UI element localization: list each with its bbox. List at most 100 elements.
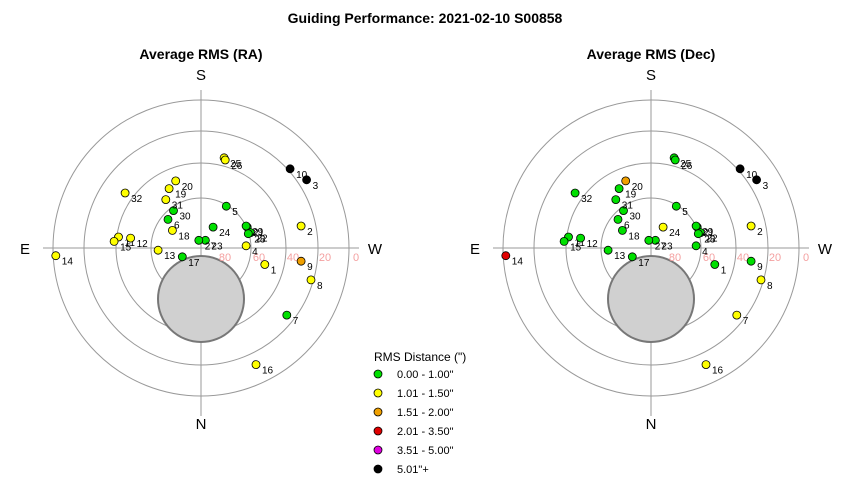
legend: RMS Distance (") 0.00 - 1.00" 1.01 - 1.50"… [373, 350, 466, 476]
target-label: 7 [743, 316, 749, 327]
target-point [194, 235, 204, 245]
target-label: 4 [252, 247, 258, 258]
target-label: 22 [257, 234, 269, 245]
target-point [109, 236, 119, 246]
target-label: 19 [625, 190, 637, 201]
target-label: 19 [175, 190, 187, 201]
target-point [693, 229, 703, 239]
altitude-tick-label: 80 [219, 252, 231, 264]
legend-marker [373, 426, 383, 436]
target-point [208, 222, 218, 232]
target-label: 9 [757, 262, 763, 273]
target-point [710, 260, 720, 269]
target-label: 27 [205, 241, 217, 252]
target-label: 21 [703, 228, 715, 239]
target-label: 14 [512, 257, 524, 268]
target-label: 17 [638, 258, 650, 269]
target-point [618, 225, 627, 235]
target-point [501, 251, 511, 261]
target-label: 30 [630, 212, 642, 223]
target-point [243, 229, 253, 239]
target-label: 4 [702, 247, 708, 258]
target-label: 26 [231, 161, 243, 172]
target-point [570, 188, 580, 198]
target-label: 30 [180, 212, 192, 223]
legend-title: RMS Distance (") [374, 350, 466, 364]
target-label: 11 [575, 238, 586, 249]
pole-exclusion-zone [157, 255, 245, 343]
target-label: 26 [681, 161, 693, 172]
target-label: 21 [253, 228, 265, 239]
target-label: 25 [680, 159, 692, 170]
legend-marker [373, 464, 383, 474]
target-label: 15 [570, 242, 582, 253]
target-label: 32 [131, 194, 143, 205]
target-label: 12 [587, 239, 599, 250]
direction-label-S: S [646, 67, 656, 84]
target-point [260, 260, 270, 269]
target-label: 8 [317, 281, 323, 292]
legend-marker [373, 407, 383, 417]
target-label: 31 [172, 201, 184, 212]
target-point [627, 252, 637, 262]
target-point [306, 275, 316, 285]
altitude-tick-label: 60 [703, 252, 715, 264]
target-point [746, 256, 756, 266]
target-label: 11 [125, 238, 136, 249]
target-label: 31 [622, 201, 634, 212]
target-point [621, 176, 631, 186]
direction-label-W: W [368, 241, 383, 258]
target-label: 16 [712, 366, 724, 377]
altitude-tick-label: 60 [253, 252, 265, 264]
altitude-tick-label: 40 [287, 252, 299, 264]
page-title: Guiding Performance: 2021-02-10 S00858 [287, 10, 563, 26]
altitude-tick-label: 40 [737, 252, 749, 264]
direction-label-N: N [646, 416, 657, 433]
target-label: 16 [262, 366, 274, 377]
legend-item-label: 5.01"+ [397, 464, 429, 476]
target-point [614, 184, 624, 194]
target-point [701, 360, 711, 370]
target-point [746, 221, 756, 231]
target-label: 23 [661, 241, 673, 252]
target-label: 18 [178, 231, 190, 242]
target-label: 24 [669, 228, 681, 239]
direction-label-S: S [196, 67, 206, 84]
target-label: 1 [271, 266, 277, 277]
target-point [161, 195, 171, 205]
target-point [241, 241, 251, 251]
target-label: 24 [219, 228, 231, 239]
target-label: 1 [721, 266, 727, 277]
target-point [619, 206, 628, 216]
target-label: 28 [704, 235, 716, 246]
legend-item-label: 0.00 - 1.00" [397, 369, 454, 381]
target-point [302, 175, 312, 185]
target-label: 6 [624, 220, 630, 231]
direction-label-E: E [20, 241, 30, 258]
target-point [658, 222, 668, 232]
target-label: 7 [293, 316, 299, 327]
target-label: 13 [614, 251, 626, 262]
target-label: 28 [254, 235, 266, 246]
altitude-tick-label: 80 [669, 252, 681, 264]
target-label: 12 [137, 239, 149, 250]
legend-item-label: 1.01 - 1.50" [397, 388, 454, 400]
target-point [296, 256, 306, 266]
target-label: 25 [230, 159, 242, 170]
direction-label-E: E [470, 241, 480, 258]
target-label: 9 [307, 262, 313, 273]
target-label: 17 [188, 258, 200, 269]
target-point [251, 360, 261, 370]
target-point [603, 245, 613, 255]
direction-label-W: W [818, 241, 833, 258]
target-point [611, 195, 621, 205]
target-label: 23 [211, 241, 223, 252]
altitude-tick-label: 20 [319, 252, 331, 264]
target-point [163, 214, 173, 224]
target-point [120, 188, 130, 198]
target-label: 22 [707, 234, 719, 245]
target-label: 29 [702, 227, 714, 238]
target-point [576, 233, 585, 243]
target-label: 10 [746, 170, 758, 181]
